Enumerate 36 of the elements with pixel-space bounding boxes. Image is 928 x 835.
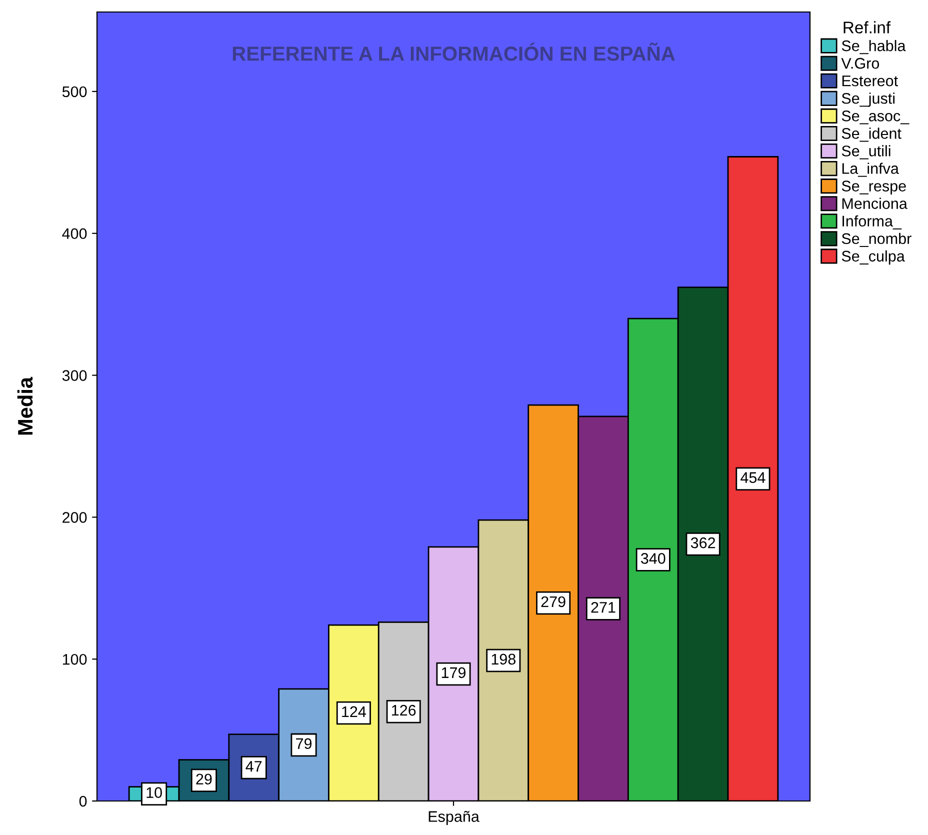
data-label: 271 bbox=[591, 602, 616, 613]
legend-label: Estereot bbox=[842, 76, 898, 86]
data-label: 29 bbox=[196, 774, 212, 785]
data-label: 10 bbox=[146, 787, 162, 798]
data-label: 179 bbox=[442, 667, 466, 678]
legend-label: Se_utili bbox=[842, 145, 890, 160]
y-tick-label: 300 bbox=[62, 370, 87, 381]
y-tick-label: 0 bbox=[79, 796, 87, 807]
legend-label: Se_justi bbox=[842, 92, 894, 107]
y-tick-label: 100 bbox=[62, 654, 87, 665]
legend-label: Se_respe bbox=[842, 180, 906, 194]
data-label: 124 bbox=[342, 706, 366, 717]
x-tick-label: España bbox=[428, 810, 480, 825]
legend-label: Se_ident bbox=[842, 128, 902, 142]
legend-label: Se_habla bbox=[842, 40, 906, 54]
legend-label: V.Gro bbox=[841, 58, 880, 69]
legend-label: Se_nombr bbox=[842, 232, 912, 247]
y-tick-label: 400 bbox=[62, 228, 87, 240]
data-label: 362 bbox=[690, 537, 716, 548]
legend-label: Menciona bbox=[842, 198, 908, 209]
y-tick-label: 500 bbox=[62, 86, 87, 98]
data-label: 454 bbox=[740, 472, 766, 483]
y-tick-label: 200 bbox=[62, 512, 87, 523]
data-label: 279 bbox=[541, 596, 566, 608]
legend-label: Informa_ bbox=[842, 215, 902, 230]
data-label: 126 bbox=[392, 704, 416, 716]
text: REFERENTE A LA INFORMACIÓN EN ESPAÑA bbox=[232, 42, 675, 61]
data-label: 47 bbox=[246, 761, 262, 772]
data-label: 340 bbox=[640, 553, 666, 564]
legend-label: Se_culpa bbox=[842, 250, 905, 265]
legend-title: Ref.inf bbox=[844, 21, 891, 34]
data-label: 79 bbox=[296, 738, 312, 750]
data-label: 198 bbox=[492, 654, 516, 665]
y-axis-title: Media bbox=[17, 376, 33, 435]
legend-label: Se_asoc_ bbox=[842, 110, 910, 124]
legend-label: La_infva bbox=[842, 162, 899, 177]
